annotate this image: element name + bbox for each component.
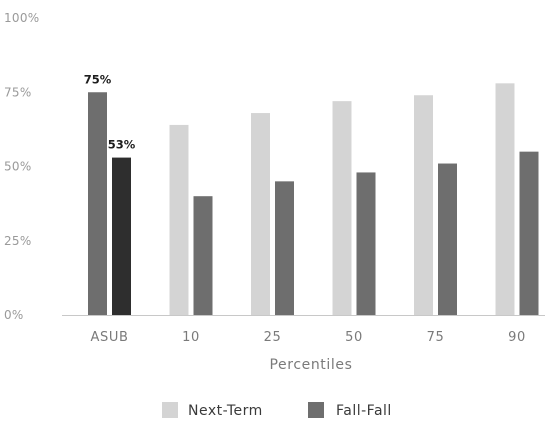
legend-label: Fall-Fall — [336, 403, 392, 419]
data-label: 75% — [84, 72, 112, 86]
bar-series — [88, 83, 539, 315]
bar-fall-fall-90 — [519, 151, 539, 315]
data-labels: 75% 53% — [84, 72, 136, 151]
bar-next-term-25 — [251, 113, 270, 315]
bar-next-term-10 — [169, 124, 189, 315]
legend-swatch-next-term — [162, 402, 178, 418]
y-axis-ticks: 0% 25% 50% 75% 100% — [4, 11, 40, 322]
y-tick-label: 25% — [4, 234, 32, 248]
data-label: 53% — [108, 138, 136, 152]
y-tick-label: 50% — [4, 160, 32, 174]
x-axis-ticks: ASUB 10 25 50 75 90 — [91, 330, 526, 345]
bar-next-term-asub — [88, 92, 107, 315]
bar-fall-fall-75 — [438, 163, 457, 315]
x-tick-label: 50 — [345, 330, 363, 345]
legend-label: Next-Term — [188, 403, 263, 419]
x-tick-label: 75 — [427, 330, 445, 345]
legend-swatch-fall-fall — [308, 402, 324, 418]
x-tick-label: ASUB — [91, 330, 129, 345]
bar-next-term-90 — [495, 83, 515, 315]
x-tick-label: 10 — [182, 330, 200, 345]
y-tick-label: 100% — [4, 11, 40, 25]
bar-fall-fall-10 — [193, 196, 213, 315]
legend: Next-Term Fall-Fall — [162, 402, 392, 419]
bar-fall-fall-asub — [112, 157, 131, 315]
y-tick-label: 75% — [4, 85, 32, 99]
x-tick-label: 90 — [508, 330, 526, 345]
bar-next-term-50 — [332, 101, 352, 315]
bar-fall-fall-50 — [356, 172, 376, 315]
x-axis-title: Percentiles — [270, 357, 353, 373]
bar-fall-fall-25 — [275, 181, 294, 315]
x-tick-label: 25 — [264, 330, 282, 345]
bar-next-term-75 — [414, 95, 433, 315]
y-tick-label: 0% — [4, 308, 24, 322]
